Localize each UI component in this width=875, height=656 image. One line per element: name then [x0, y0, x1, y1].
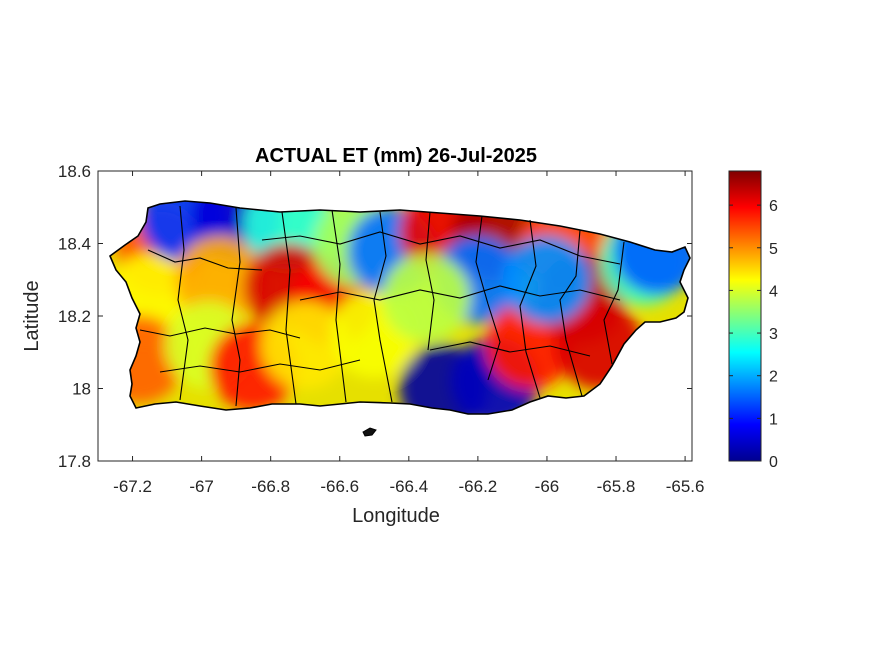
x-axis-title: Longitude [352, 505, 440, 527]
x-tick-label: -66.2 [459, 477, 498, 496]
colorbar-tick-label: 0 [769, 454, 778, 471]
colorbar-tick-label: 1 [769, 411, 778, 428]
boundary-line-15 [261, 231, 621, 265]
x-tick-label: -67.2 [113, 477, 152, 496]
x-tick-label: -66.6 [320, 477, 359, 496]
municipal-boundaries [139, 205, 625, 407]
x-tick-label: -67 [189, 477, 214, 496]
y-axis-title: Latitude [21, 280, 43, 351]
x-tick-label: -66.4 [389, 477, 428, 496]
boundary-line-13 [159, 359, 361, 373]
heatmap-region-6 [174, 235, 263, 324]
heatmap-region-11 [261, 301, 350, 389]
boundary-line-11 [603, 241, 625, 365]
colorbar-tick-label: 5 [769, 241, 778, 258]
x-tick-label: -66.8 [251, 477, 290, 496]
x-tick-label: -65.8 [597, 477, 636, 496]
x-axis: -67.2 -67 -66.8 -66.6 -66.4 -66.2 -66 -65.8 -65.… [113, 171, 704, 496]
colorbar-tick-label: 4 [769, 283, 778, 300]
y-tick-label: 18.6 [58, 162, 91, 181]
boundary-line-7 [425, 211, 435, 351]
y-tick-label: 18.4 [58, 235, 91, 254]
small-islet [362, 427, 377, 437]
x-tick-label: -66 [535, 477, 560, 496]
y-tick-label: 18 [72, 380, 91, 399]
colorbar-tick-label: 6 [769, 198, 778, 215]
x-tick-label: -65.6 [666, 477, 705, 496]
y-tick-label: 18.2 [58, 307, 91, 326]
boundary-line-3 [231, 207, 241, 407]
chart-title: ACTUAL ET (mm) 26-Jul-2025 [255, 145, 537, 167]
boundary-line-4 [281, 211, 297, 405]
island-outline [109, 200, 691, 415]
y-tick-label: 17.8 [58, 452, 91, 471]
boundary-line-14 [429, 341, 591, 357]
y-axis: 17.8 18 18.2 18.4 18.6 [58, 162, 692, 471]
boundary-line-8 [475, 215, 501, 381]
heatmap-region-18 [382, 253, 471, 342]
colorbar [728, 170, 762, 462]
colorbar-axis: 0 1 2 3 4 5 6 [729, 198, 778, 471]
boundary-line-12 [299, 285, 621, 301]
colorbar-tick-label: 2 [769, 369, 778, 386]
boundary-line-2 [177, 205, 189, 401]
boundary-line-1 [139, 327, 301, 339]
heatmap-region-27 [502, 235, 591, 324]
boundary-line-10 [559, 229, 583, 397]
colorbar-tick-label: 3 [769, 326, 778, 343]
boundary-line-9 [519, 219, 541, 399]
boundary-line-6 [373, 211, 393, 403]
